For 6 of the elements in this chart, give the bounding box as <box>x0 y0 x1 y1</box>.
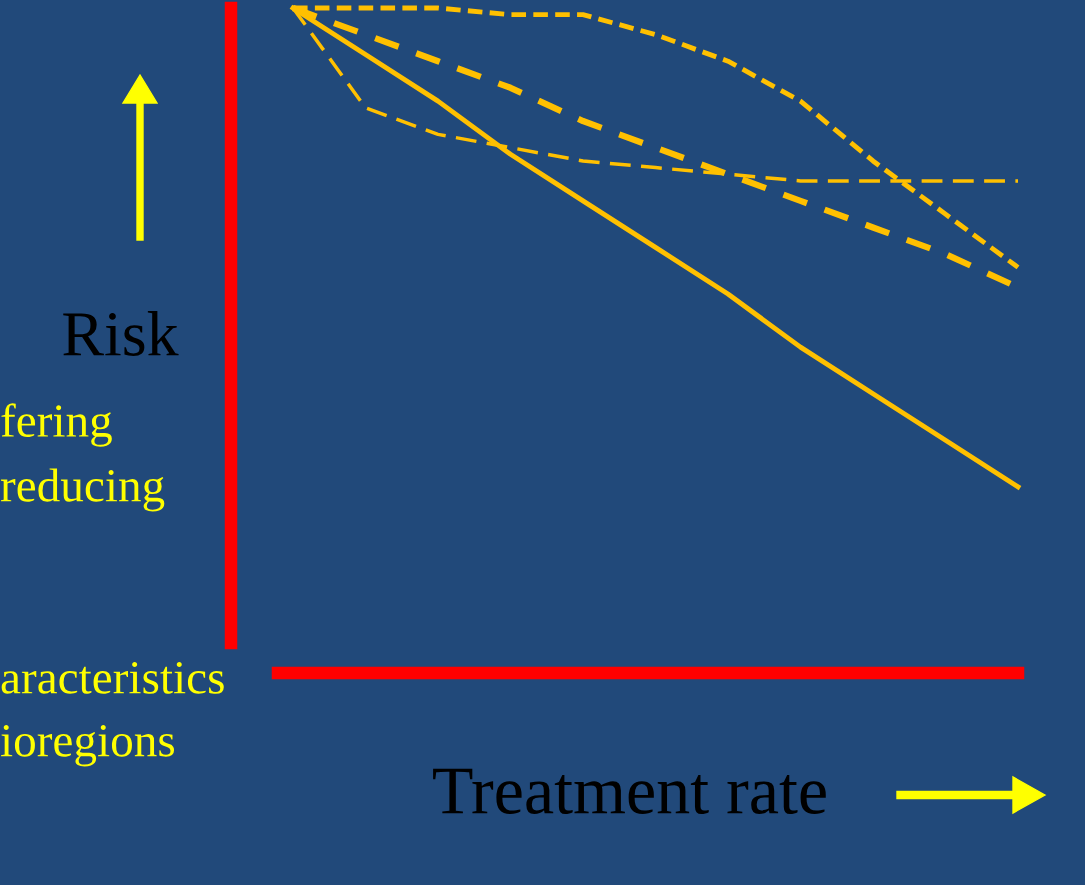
text: fering <box>1 403 112 447</box>
text: ioregions <box>0 724 175 767</box>
y-axis-title: Risk <box>63 311 179 356</box>
text: reducing <box>0 468 165 512</box>
text: aracteristics <box>1 662 224 694</box>
x-axis-title: Treatment rate <box>433 768 826 815</box>
